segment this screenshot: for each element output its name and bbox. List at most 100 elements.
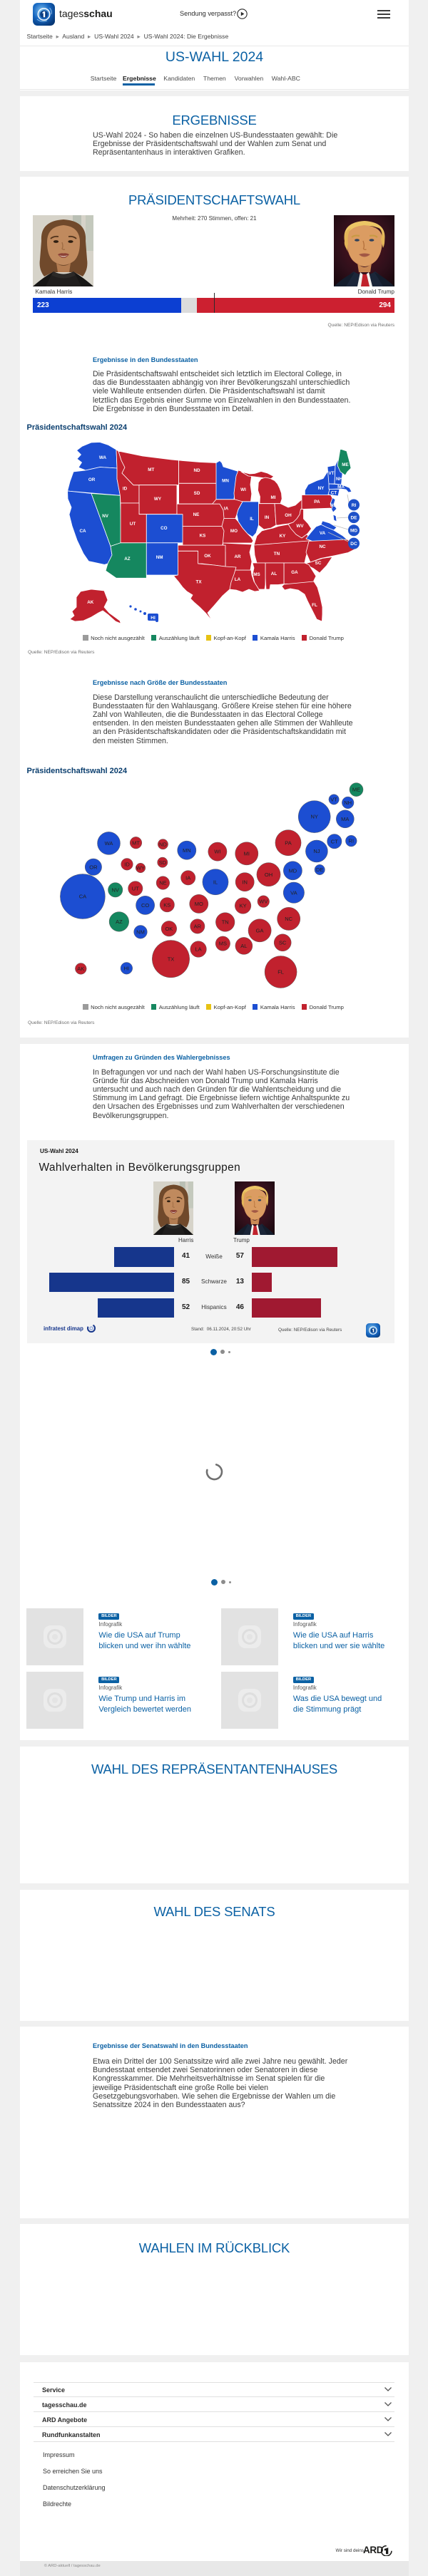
svg-text:CT: CT	[331, 838, 338, 844]
svg-text:HI: HI	[124, 965, 130, 971]
svg-text:NC: NC	[319, 544, 326, 549]
svg-text:MA: MA	[341, 816, 349, 822]
svg-text:NM: NM	[156, 555, 163, 560]
svg-text:UT: UT	[132, 885, 139, 891]
svg-text:CO: CO	[141, 902, 149, 909]
svg-text:CA: CA	[79, 529, 86, 534]
svg-text:AK: AK	[87, 600, 94, 605]
svg-text:TX: TX	[168, 956, 175, 962]
svg-text:SC: SC	[279, 939, 287, 946]
svg-text:WA: WA	[99, 455, 107, 460]
svg-text:ID: ID	[123, 487, 128, 492]
svg-text:ND: ND	[193, 468, 200, 473]
svg-text:TN: TN	[222, 919, 229, 926]
svg-text:MT: MT	[132, 839, 140, 846]
svg-text:HI: HI	[151, 616, 156, 621]
svg-text:PA: PA	[285, 839, 291, 846]
svg-text:IL: IL	[213, 879, 218, 885]
svg-text:SD: SD	[159, 859, 167, 866]
svg-text:DC: DC	[350, 542, 357, 547]
svg-text:CA: CA	[79, 894, 86, 900]
svg-text:FL: FL	[277, 969, 284, 976]
svg-text:MD: MD	[350, 529, 357, 534]
svg-text:WY: WY	[136, 865, 145, 871]
svg-text:WV: WV	[296, 524, 304, 529]
svg-text:DE: DE	[316, 867, 323, 873]
svg-text:KS: KS	[200, 534, 206, 539]
svg-text:NY: NY	[318, 486, 325, 491]
svg-text:MI: MI	[271, 495, 276, 500]
svg-text:MO: MO	[195, 901, 203, 907]
svg-text:IA: IA	[185, 874, 190, 881]
svg-text:IL: IL	[250, 517, 254, 522]
svg-text:VA: VA	[320, 531, 326, 536]
svg-text:WI: WI	[214, 849, 220, 855]
svg-text:AR: AR	[194, 924, 202, 930]
svg-text:AK: AK	[77, 966, 84, 972]
svg-text:VT: VT	[328, 471, 334, 476]
svg-text:NH: NH	[344, 800, 352, 806]
svg-text:NV: NV	[102, 514, 109, 519]
svg-text:AR: AR	[234, 554, 241, 559]
svg-text:MO: MO	[230, 529, 238, 534]
svg-text:LA: LA	[235, 577, 241, 582]
svg-text:IA: IA	[224, 507, 229, 512]
svg-text:NE: NE	[159, 880, 166, 886]
svg-text:WA: WA	[105, 840, 113, 847]
svg-text:AZ: AZ	[124, 557, 131, 562]
svg-text:OH: OH	[265, 871, 272, 878]
svg-text:NJ: NJ	[313, 848, 320, 854]
svg-text:TN: TN	[274, 552, 280, 557]
svg-text:LA: LA	[195, 946, 202, 953]
svg-text:RI: RI	[349, 838, 355, 844]
svg-text:NC: NC	[285, 916, 292, 922]
svg-text:IN: IN	[265, 515, 270, 520]
svg-text:NJ: NJ	[330, 503, 337, 508]
svg-text:MA: MA	[337, 485, 345, 490]
svg-text:PA: PA	[314, 500, 320, 505]
svg-text:WV: WV	[259, 899, 268, 905]
svg-text:OK: OK	[204, 554, 211, 559]
svg-text:WI: WI	[240, 487, 246, 492]
svg-text:OH: OH	[285, 513, 292, 518]
svg-text:NM: NM	[136, 929, 145, 935]
svg-text:GA: GA	[256, 927, 264, 933]
svg-text:VT: VT	[330, 797, 337, 803]
svg-text:CT: CT	[331, 491, 337, 496]
svg-text:ME: ME	[352, 787, 360, 793]
svg-text:OK: OK	[165, 926, 173, 932]
svg-text:AL: AL	[240, 943, 247, 949]
svg-text:TX: TX	[195, 580, 202, 585]
svg-text:OR: OR	[88, 477, 96, 482]
svg-text:RI: RI	[352, 503, 357, 508]
svg-text:CO: CO	[160, 526, 168, 531]
svg-text:SC: SC	[315, 561, 322, 566]
svg-text:SD: SD	[194, 491, 200, 496]
svg-text:MI: MI	[244, 850, 250, 857]
svg-text:MS: MS	[253, 572, 260, 577]
svg-text:KY: KY	[240, 903, 247, 909]
svg-text:MD: MD	[289, 867, 297, 874]
svg-text:NV: NV	[111, 886, 118, 893]
svg-text:AL: AL	[271, 571, 277, 576]
svg-text:VA: VA	[290, 889, 297, 896]
svg-text:MT: MT	[148, 467, 154, 472]
svg-text:ME: ME	[342, 462, 348, 467]
svg-text:IN: IN	[242, 879, 248, 885]
svg-text:DE: DE	[350, 515, 357, 520]
svg-text:ND: ND	[159, 841, 167, 847]
svg-text:NY: NY	[310, 814, 317, 820]
svg-text:KY: KY	[280, 534, 287, 539]
svg-text:ID: ID	[124, 861, 130, 867]
svg-text:FL: FL	[312, 603, 317, 608]
svg-text:UT: UT	[130, 522, 136, 527]
svg-text:MS: MS	[219, 941, 227, 947]
svg-text:NE: NE	[193, 512, 200, 517]
svg-text:WY: WY	[154, 497, 162, 502]
svg-text:MN: MN	[183, 847, 191, 854]
svg-text:MN: MN	[222, 479, 229, 484]
svg-text:NH: NH	[336, 477, 343, 482]
svg-text:GA: GA	[291, 570, 298, 575]
svg-text:OR: OR	[89, 864, 98, 870]
svg-text:KS: KS	[163, 901, 170, 908]
